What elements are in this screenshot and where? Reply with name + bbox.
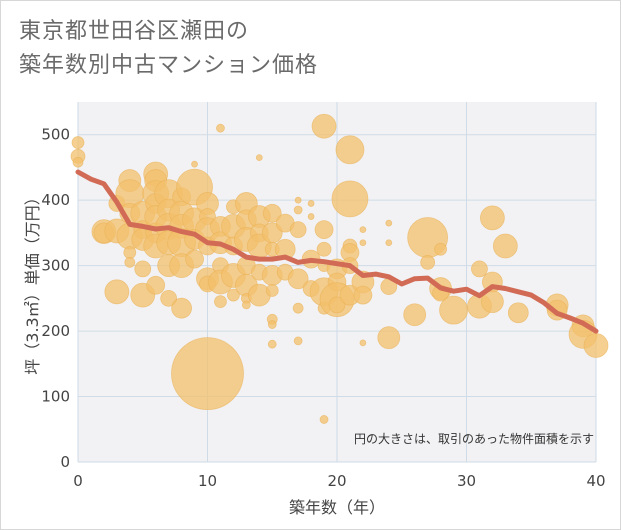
bubble-size-note: 円の大きさは、取引のあった物件面積を示す <box>354 431 594 446</box>
y-tick-label: 400 <box>41 191 70 209</box>
bubble-point <box>265 284 279 297</box>
bubble-point <box>319 415 329 424</box>
bubble-point <box>353 285 373 305</box>
bubble-point <box>471 260 488 278</box>
x-tick-label: 20 <box>327 472 346 490</box>
bubble-point <box>124 256 136 268</box>
bubble-point <box>307 213 315 220</box>
chart-title-line-2: 築年数別中古マンション価格 <box>19 53 319 78</box>
chart-title: 東京都世田谷区瀬田の 築年数別中古マンション価格 <box>19 15 318 83</box>
bubble-point <box>262 203 282 223</box>
bubble-point <box>583 333 609 358</box>
bubble-point <box>255 154 263 162</box>
bubble-point <box>292 302 304 314</box>
bubble-point <box>359 226 367 234</box>
bubble-point <box>146 275 166 295</box>
bubble-point <box>480 290 504 314</box>
bubble-point <box>307 200 315 207</box>
bubble-point <box>403 303 427 327</box>
bubble-point <box>439 295 468 325</box>
bubble-point <box>104 279 130 305</box>
bubble-point <box>293 336 303 346</box>
x-tick-label: 30 <box>457 472 476 490</box>
bubble-point <box>434 242 448 256</box>
bubble-point <box>507 302 529 324</box>
bubble-point <box>289 221 307 239</box>
bubble-point <box>311 113 337 139</box>
x-tick-label: 40 <box>586 472 605 490</box>
bubble-point <box>359 239 367 247</box>
bubble-layer <box>70 113 609 424</box>
bubble-point <box>226 288 240 302</box>
chart-title-line-1: 東京都世田谷区瀬田の <box>19 19 250 44</box>
x-axis-title: 築年数（年） <box>289 498 385 517</box>
trend-line <box>75 169 599 334</box>
bubble-point <box>191 160 198 168</box>
y-tick-label: 0 <box>60 453 70 471</box>
y-tick-label: 200 <box>41 322 70 340</box>
bubble-point <box>123 246 137 259</box>
bubble-point <box>385 219 393 227</box>
bubble-point <box>314 220 334 240</box>
bubble-point <box>331 180 369 218</box>
y-tick-label: 300 <box>41 257 70 275</box>
bubble-point <box>134 260 152 278</box>
bubble-point <box>293 205 303 215</box>
bubble-point <box>328 296 346 314</box>
y-axis-title: 坪（3.3㎡）単価（万円） <box>23 189 42 374</box>
bubble-point <box>479 205 505 231</box>
x-tick-label: 0 <box>73 472 83 490</box>
y-tick-label: 500 <box>41 126 70 144</box>
bubble-point <box>267 320 277 329</box>
bubble-point <box>171 297 193 319</box>
bubble-point <box>241 300 251 310</box>
y-axis-ticks: 0 100 200 300 400 500 <box>41 126 70 471</box>
bubble-point <box>420 254 436 270</box>
bubble-point <box>385 239 393 247</box>
bubble-point <box>316 241 332 257</box>
bubble-point <box>359 339 367 347</box>
bubble-point <box>335 135 365 165</box>
bubble-point <box>71 136 85 149</box>
bubble-point <box>492 233 518 259</box>
bubble-point <box>287 268 309 290</box>
bubble-point <box>185 249 204 269</box>
bubble-point <box>294 196 302 204</box>
x-axis-ticks: 0 10 20 30 40 <box>73 472 605 490</box>
bubble-point <box>171 337 244 411</box>
y-tick-label: 100 <box>41 388 70 406</box>
bubble-point <box>214 295 227 309</box>
bubble-point <box>267 339 277 349</box>
bubble-point <box>72 156 84 168</box>
bubble-point <box>216 123 225 133</box>
bubble-point <box>377 326 401 350</box>
bubble-point <box>160 289 178 307</box>
x-tick-label: 10 <box>198 472 217 490</box>
